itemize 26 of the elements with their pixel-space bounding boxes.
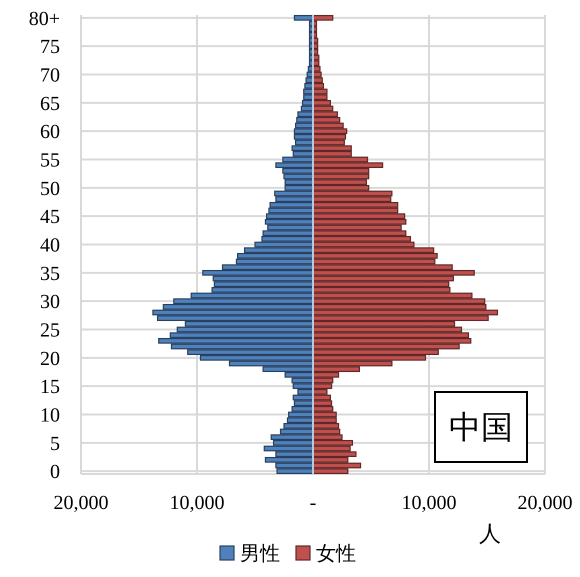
x-tick-label: 10,000 bbox=[402, 492, 456, 514]
x-tick-label: - bbox=[310, 492, 316, 514]
y-tick-label: 55 bbox=[40, 150, 60, 172]
y-tick-label: 35 bbox=[40, 262, 60, 285]
legend-label: 女性 bbox=[316, 543, 356, 565]
x-tick-label: 20,000 bbox=[518, 492, 572, 514]
y-tick-label: 65 bbox=[40, 92, 60, 115]
y-tick-label: 75 bbox=[40, 36, 60, 58]
y-tick-label: 0 bbox=[50, 461, 60, 484]
y-tick-label: 30 bbox=[40, 291, 60, 314]
legend-label: 男性 bbox=[240, 543, 280, 565]
x-tick-label: 20,000 bbox=[54, 492, 108, 514]
y-tick-label: 10 bbox=[40, 404, 60, 426]
y-tick-label: 25 bbox=[40, 320, 60, 342]
y-tick-label: 15 bbox=[40, 376, 60, 398]
y-tick-label: 60 bbox=[40, 121, 60, 144]
y-tick-label: 40 bbox=[40, 234, 60, 256]
y-tick-label: 80+ bbox=[28, 8, 60, 30]
y-tick-label: 5 bbox=[50, 432, 60, 455]
y-tick-label: 50 bbox=[40, 178, 60, 200]
y-tick-label: 20 bbox=[40, 348, 60, 370]
x-tick-label: 10,000 bbox=[170, 492, 224, 514]
y-tick-label: 70 bbox=[40, 64, 60, 86]
y-tick-label: 45 bbox=[40, 206, 60, 228]
annotation: 中国 bbox=[449, 409, 513, 445]
x-axis-title: 人 bbox=[479, 521, 501, 546]
